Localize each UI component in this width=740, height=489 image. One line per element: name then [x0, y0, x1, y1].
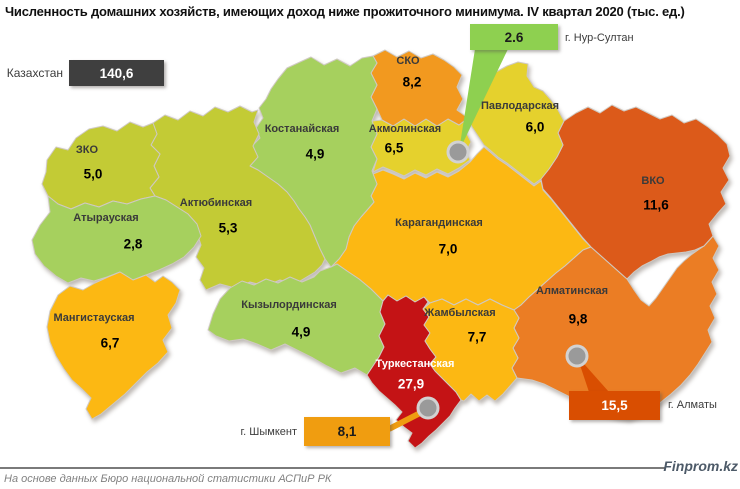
shymkent-city-marker	[416, 396, 440, 420]
finprom-logo: Finprom.kz	[663, 458, 738, 474]
country-total-label: Казахстан	[6, 66, 63, 80]
footer-divider	[0, 467, 665, 469]
almaty-label: г. Алматы	[668, 399, 717, 411]
almaty-callout-stem	[577, 356, 609, 392]
footer-source-text: На основе данных Бюро национальной стати…	[4, 473, 332, 485]
region-vko-shape	[540, 104, 731, 280]
nursultan-city-marker	[446, 140, 470, 164]
country-shape	[31, 49, 731, 449]
region-zko-shape	[41, 121, 161, 210]
page-title: Численность домашних хозяйств, имеющих д…	[5, 4, 685, 19]
region-atyrau-shape	[31, 195, 202, 284]
almaty-value-box: 15,5	[569, 391, 660, 420]
nursultan-callout-stem	[459, 49, 508, 151]
region-mangystau-shape	[46, 271, 181, 420]
nursultan-value-box: 2.6	[470, 24, 558, 50]
region-sko-shape	[370, 49, 469, 127]
shymkent-value-box: 8,1	[304, 417, 390, 446]
country-total-value-box: 140,6	[69, 60, 164, 86]
region-zhambyl-shape	[422, 298, 520, 402]
shymkent-label: г. Шымкент	[240, 426, 298, 438]
nursultan-label: г. Нур-Султан	[565, 32, 634, 44]
almaty-city-marker	[565, 344, 589, 368]
